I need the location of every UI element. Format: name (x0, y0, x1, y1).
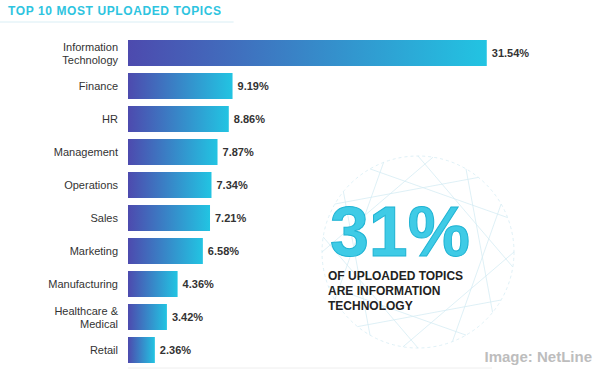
data-label: 8.86% (234, 113, 265, 125)
data-label: 7.87% (223, 146, 254, 158)
bar (128, 73, 233, 99)
category-label: Marketing (70, 245, 118, 257)
bars (128, 40, 487, 363)
bar (128, 337, 155, 363)
category-label: Manufacturing (48, 278, 118, 290)
title: TOP 10 MOST UPLOADED TOPICS (8, 4, 222, 18)
bar (128, 205, 210, 231)
data-label: 2.36% (160, 344, 191, 356)
data-label: 9.19% (238, 80, 269, 92)
data-label: 31.54% (492, 47, 530, 59)
globe-decoration (322, 156, 514, 348)
annotation-text: OF UPLOADED TOPICSARE INFORMATIONTECHNOL… (328, 269, 463, 313)
category-label: Sales (90, 212, 118, 224)
chart: TOP 10 MOST UPLOADED TOPICS 31.54% Informa… (0, 0, 600, 374)
category-label: Retail (90, 344, 118, 356)
data-label: 6.58% (208, 245, 239, 257)
category-label: Finance (79, 80, 118, 92)
bar (128, 40, 487, 66)
x-axis-line (128, 368, 492, 369)
annotation-big: 31% (330, 193, 470, 271)
category-label: InformationTechnology (62, 41, 118, 66)
category-label: Healthcare &Medical (54, 305, 118, 330)
source-credit: Image: NetLine (484, 348, 592, 365)
bar (128, 238, 203, 264)
bar (128, 139, 218, 165)
category-label: Management (54, 146, 118, 158)
category-label: HR (102, 113, 118, 125)
title-rule (0, 22, 234, 23)
bar (128, 172, 211, 198)
data-label: 3.42% (172, 311, 203, 323)
data-label: 7.34% (216, 179, 247, 191)
bar (128, 271, 178, 297)
data-label: 4.36% (183, 278, 214, 290)
data-label: 7.21% (215, 212, 246, 224)
bar (128, 304, 167, 330)
category-label: Operations (64, 179, 118, 191)
bar (128, 106, 229, 132)
